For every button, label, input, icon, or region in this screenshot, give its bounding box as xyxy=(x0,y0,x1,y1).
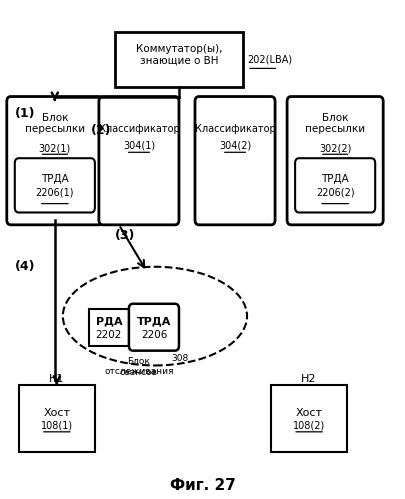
FancyBboxPatch shape xyxy=(129,304,179,351)
Text: H1: H1 xyxy=(49,374,64,384)
Text: Фиг. 27: Фиг. 27 xyxy=(170,478,235,493)
FancyBboxPatch shape xyxy=(99,96,179,225)
Text: Коммутатор(ы),
знающие о ВН: Коммутатор(ы), знающие о ВН xyxy=(135,44,222,65)
Text: (4): (4) xyxy=(15,260,35,273)
Text: 302(1): 302(1) xyxy=(38,143,71,153)
Text: ТРДА: ТРДА xyxy=(41,175,68,185)
Text: 2206: 2206 xyxy=(141,330,167,340)
FancyBboxPatch shape xyxy=(15,158,95,213)
Text: Блок
пересылки: Блок пересылки xyxy=(304,113,364,134)
Text: 2206(1): 2206(1) xyxy=(36,188,74,198)
Text: (1): (1) xyxy=(15,107,35,120)
Text: 304(2): 304(2) xyxy=(218,141,251,151)
Text: Блок
отслеживания: Блок отслеживания xyxy=(104,357,173,376)
Text: 302(2): 302(2) xyxy=(318,143,350,153)
FancyBboxPatch shape xyxy=(89,309,129,346)
FancyBboxPatch shape xyxy=(194,96,275,225)
Text: H2: H2 xyxy=(301,374,316,384)
Text: Классификатор: Классификатор xyxy=(194,124,275,134)
Ellipse shape xyxy=(63,267,246,365)
FancyBboxPatch shape xyxy=(19,385,95,452)
Text: Блок
пересылки: Блок пересылки xyxy=(25,113,85,134)
Text: Хост: Хост xyxy=(43,408,70,418)
Text: 108(2): 108(2) xyxy=(292,421,324,431)
FancyBboxPatch shape xyxy=(7,96,102,225)
FancyBboxPatch shape xyxy=(294,158,374,213)
Text: ТРДА: ТРДА xyxy=(136,316,171,326)
FancyBboxPatch shape xyxy=(271,385,346,452)
Text: (2): (2) xyxy=(90,124,111,137)
Text: сеансов: сеансов xyxy=(119,368,158,377)
Text: 304(1): 304(1) xyxy=(123,141,155,151)
Text: 2206(2): 2206(2) xyxy=(315,188,354,198)
Text: 202(LBA): 202(LBA) xyxy=(246,54,292,64)
Text: Классификатор: Классификатор xyxy=(98,124,179,134)
FancyBboxPatch shape xyxy=(286,96,382,225)
Text: ТРДА: ТРДА xyxy=(320,175,348,185)
Text: 2202: 2202 xyxy=(96,330,122,340)
FancyBboxPatch shape xyxy=(115,32,243,87)
Text: 308: 308 xyxy=(171,354,188,363)
Text: РДА: РДА xyxy=(95,316,122,326)
Text: (3): (3) xyxy=(115,229,135,242)
Text: Хост: Хост xyxy=(295,408,322,418)
Text: 108(1): 108(1) xyxy=(40,421,73,431)
